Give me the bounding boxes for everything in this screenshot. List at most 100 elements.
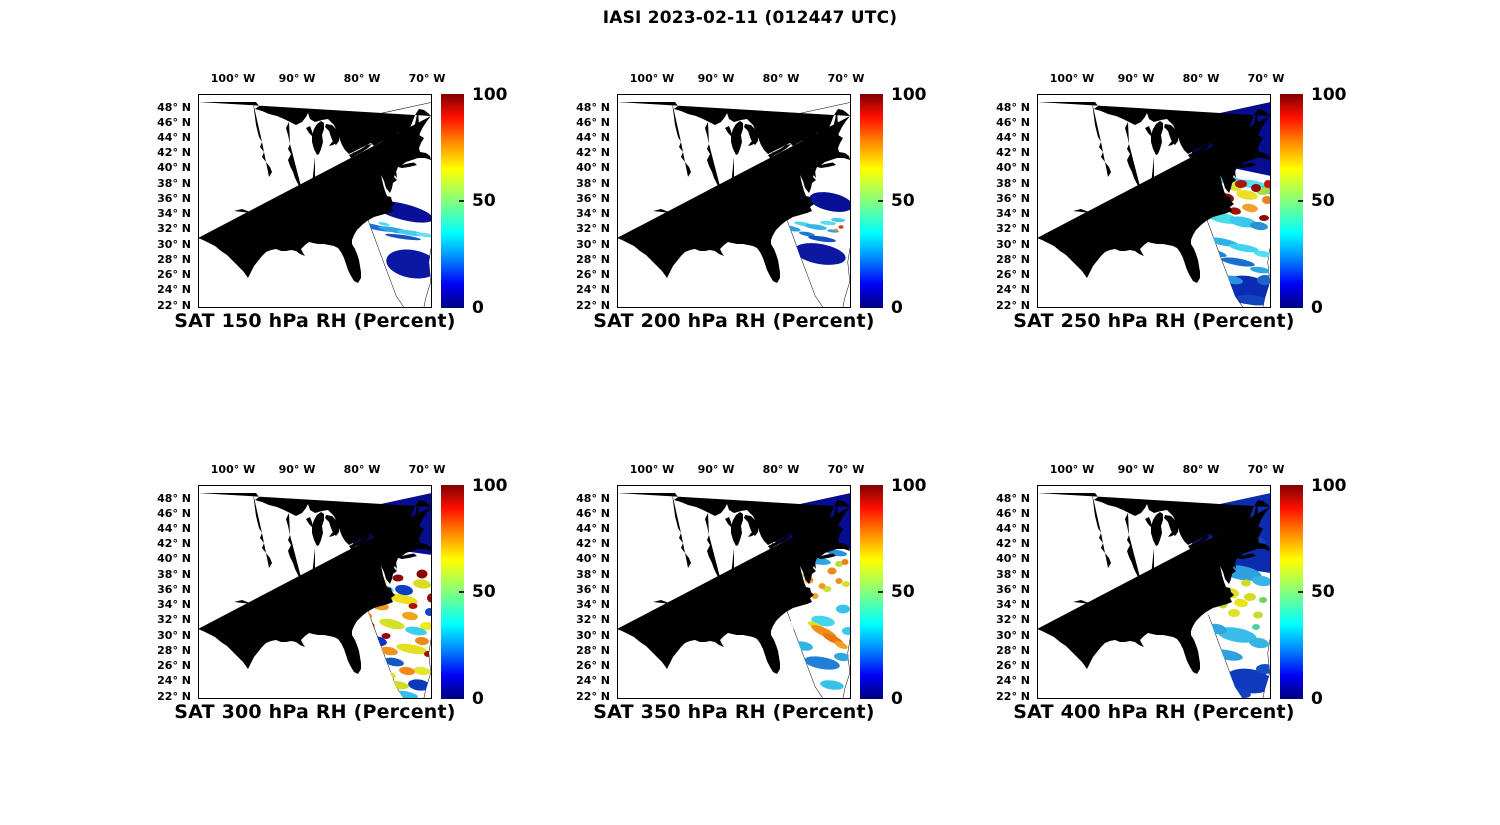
lat-tick-label: 28° N: [157, 252, 191, 266]
colorbar-tick-label: 100: [472, 476, 508, 496]
map-panel-350: 100° W 90° W 80° W 70° W 48° N 46° N 44° N 42°…: [542, 445, 942, 747]
lat-tick-label: 22° N: [996, 298, 1030, 312]
lon-tick-label: 70° W: [408, 463, 446, 476]
lat-tick-label: 28° N: [157, 643, 191, 657]
lon-tick-label: 90° W: [1117, 463, 1155, 476]
panel-title: SAT 400 hPa RH (Percent): [1013, 701, 1295, 723]
lat-tick-label: 24° N: [996, 283, 1030, 297]
colorbar-tick-label: 0: [472, 298, 484, 318]
lat-tick-label: 22° N: [576, 689, 610, 703]
colorbar: [441, 485, 464, 699]
plot-frame: [617, 94, 851, 308]
lon-tick-label: 70° W: [1247, 72, 1285, 85]
lon-tick-label: 80° W: [1182, 463, 1220, 476]
lat-tick-label: 24° N: [157, 674, 191, 688]
lat-tick-label: 40° N: [157, 161, 191, 175]
lon-tick-label: 90° W: [278, 72, 316, 85]
lat-tick-label: 46° N: [996, 506, 1030, 520]
lon-tick-label: 100° W: [1049, 463, 1095, 476]
lat-tick-label: 26° N: [576, 659, 610, 673]
lon-tick-label: 100° W: [629, 463, 675, 476]
lon-tick-label: 100° W: [629, 72, 675, 85]
lat-tick-label: 40° N: [996, 552, 1030, 566]
colorbar-tick-label: 50: [891, 191, 915, 211]
lat-tick-label: 42° N: [157, 146, 191, 160]
lat-tick-label: 44° N: [996, 130, 1030, 144]
lat-tick-label: 28° N: [996, 252, 1030, 266]
lat-tick-label: 24° N: [996, 674, 1030, 688]
colorbar: [1280, 485, 1303, 699]
lat-tick-label: 30° N: [576, 628, 610, 642]
colorbar-tick-mark-50: [459, 591, 464, 593]
lat-tick-label: 24° N: [157, 283, 191, 297]
lon-tick-label: 80° W: [343, 72, 381, 85]
panel-title: SAT 200 hPa RH (Percent): [593, 310, 875, 332]
lat-tick-label: 36° N: [576, 191, 610, 205]
colorbar-tick-label: 0: [1311, 298, 1323, 318]
lat-tick-label: 22° N: [157, 298, 191, 312]
lat-tick-label: 34° N: [157, 207, 191, 221]
lon-tick-label: 80° W: [762, 463, 800, 476]
colorbar: [860, 94, 883, 308]
lat-tick-label: 46° N: [157, 115, 191, 129]
lat-tick-label: 48° N: [157, 491, 191, 505]
map-panel-150: 100° W 90° W 80° W 70° W 48° N 46° N 44° N 42°…: [123, 54, 523, 356]
lon-tick-label: 100° W: [210, 72, 256, 85]
colorbar-tick-mark-50: [1298, 200, 1303, 202]
lat-tick-label: 36° N: [576, 582, 610, 596]
lat-tick-label: 32° N: [157, 613, 191, 627]
lat-tick-label: 32° N: [576, 222, 610, 236]
lat-tick-label: 36° N: [157, 582, 191, 596]
lat-tick-label: 38° N: [576, 567, 610, 581]
lon-tick-label: 80° W: [343, 463, 381, 476]
lon-tick-label: 70° W: [827, 72, 865, 85]
lat-tick-label: 30° N: [576, 237, 610, 251]
colorbar: [441, 94, 464, 308]
colorbar-tick-label: 50: [1311, 582, 1335, 602]
lon-tick-label: 90° W: [278, 463, 316, 476]
lon-tick-label: 100° W: [210, 463, 256, 476]
map-canvas-350: [617, 485, 851, 699]
lat-tick-label: 46° N: [576, 506, 610, 520]
colorbar-tick-mark-50: [878, 591, 883, 593]
map-canvas-200: [617, 94, 851, 308]
lat-tick-label: 46° N: [996, 115, 1030, 129]
lat-tick-label: 38° N: [157, 176, 191, 190]
colorbar-tick-label: 0: [1311, 689, 1323, 709]
lat-tick-label: 44° N: [996, 521, 1030, 535]
lat-tick-label: 28° N: [576, 252, 610, 266]
panel-title: SAT 250 hPa RH (Percent): [1013, 310, 1295, 332]
lat-tick-label: 40° N: [157, 552, 191, 566]
lat-tick-label: 28° N: [996, 643, 1030, 657]
lat-tick-label: 24° N: [576, 283, 610, 297]
colorbar-tick-label: 50: [1311, 191, 1335, 211]
map-canvas-150: [198, 94, 432, 308]
panel-title: SAT 300 hPa RH (Percent): [174, 701, 456, 723]
lat-tick-label: 42° N: [996, 537, 1030, 551]
plot-frame: [617, 485, 851, 699]
lat-tick-label: 46° N: [576, 115, 610, 129]
colorbar-tick-label: 100: [1311, 85, 1347, 105]
lon-tick-label: 90° W: [697, 463, 735, 476]
plot-frame: [1037, 94, 1271, 308]
lat-tick-label: 48° N: [996, 491, 1030, 505]
lat-tick-label: 36° N: [996, 191, 1030, 205]
lat-tick-label: 34° N: [996, 207, 1030, 221]
colorbar: [1280, 94, 1303, 308]
lat-tick-label: 44° N: [576, 521, 610, 535]
lat-tick-label: 48° N: [996, 100, 1030, 114]
lon-tick-label: 100° W: [1049, 72, 1095, 85]
lat-tick-label: 40° N: [996, 161, 1030, 175]
lat-tick-label: 32° N: [157, 222, 191, 236]
figure-title: IASI 2023-02-11 (012447 UTC): [602, 8, 898, 28]
lon-tick-label: 70° W: [408, 72, 446, 85]
colorbar-tick-label: 0: [891, 689, 903, 709]
lat-tick-label: 26° N: [157, 268, 191, 282]
lat-tick-label: 34° N: [996, 598, 1030, 612]
colorbar-tick-label: 100: [891, 476, 927, 496]
lat-tick-label: 48° N: [576, 100, 610, 114]
lat-tick-label: 38° N: [576, 176, 610, 190]
lon-tick-label: 70° W: [827, 463, 865, 476]
map-canvas-250: [1037, 94, 1271, 308]
